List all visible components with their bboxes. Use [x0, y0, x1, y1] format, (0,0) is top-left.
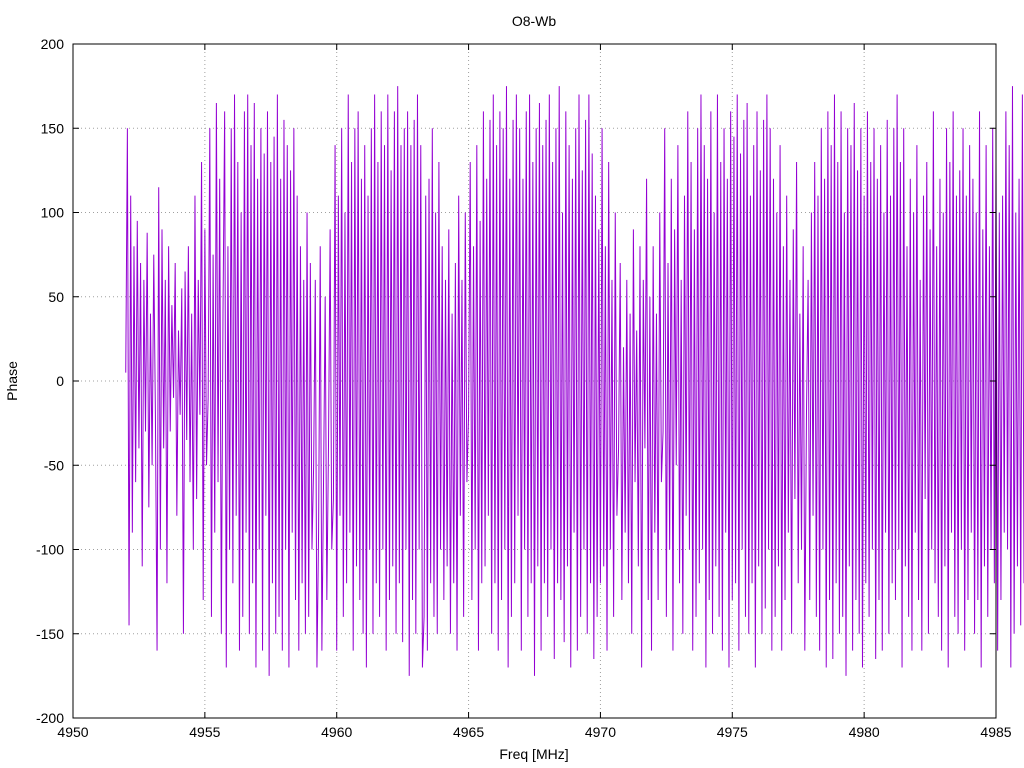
y-tick-label: 150	[41, 120, 65, 136]
x-tick-label: 4955	[189, 724, 220, 740]
x-tick-label: 4970	[585, 724, 616, 740]
y-axis-label: Phase	[4, 361, 20, 401]
chart-title: O8-Wb	[512, 13, 557, 29]
x-tick-label: 4980	[849, 724, 880, 740]
phase-series-line	[125, 86, 1024, 676]
x-tick-label: 4960	[321, 724, 352, 740]
y-tick-label: 200	[41, 36, 65, 52]
series-group	[125, 86, 1024, 676]
y-tick-label: -50	[44, 457, 64, 473]
x-tick-label: 4985	[980, 724, 1011, 740]
y-tick-label: -100	[36, 542, 64, 558]
y-tick-label: -200	[36, 710, 64, 726]
x-axis-label: Freq [MHz]	[499, 746, 568, 762]
y-tick-label: 100	[41, 205, 65, 221]
axis-ticks: 4950 4955 4960 4965 4970 4975 4980 4985 -200 -150…	[36, 36, 1012, 740]
x-tick-label: 4950	[57, 724, 88, 740]
y-tick-label: 50	[48, 289, 64, 305]
x-tick-label: 4975	[717, 724, 748, 740]
y-tick-label: -150	[36, 626, 64, 642]
y-tick-label: 0	[56, 373, 64, 389]
x-tick-label: 4965	[453, 724, 484, 740]
